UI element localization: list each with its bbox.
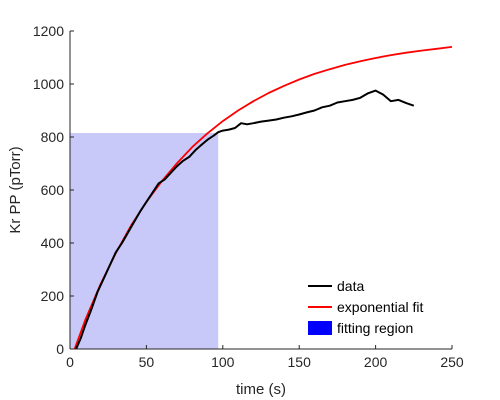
x-tick-label: 0 (66, 354, 74, 370)
x-tick-label: 50 (139, 354, 155, 370)
legend-swatch-fitting-region (308, 321, 332, 335)
x-tick-label: 100 (211, 354, 235, 370)
x-axis-label: time (s) (236, 381, 286, 398)
ticks-layer: 0 50 100 150 200 250 0 200 400 600 800 1000 1200 (33, 23, 464, 370)
y-tick-label: 1200 (33, 23, 64, 39)
legend-items: data exponential fit fitting region (308, 278, 424, 336)
y-tick-label: 400 (41, 235, 65, 251)
fitting-region (70, 133, 219, 349)
legend-label: data (337, 278, 364, 294)
series-line-data (75, 89, 415, 350)
y-tick-label: 800 (41, 129, 65, 145)
legend-label: exponential fit (337, 299, 424, 315)
x-tick-label: 250 (440, 354, 464, 370)
series-layer (73, 46, 453, 350)
legend-label: fitting region (337, 320, 413, 336)
x-tick-label: 200 (364, 354, 388, 370)
y-tick-label: 200 (41, 288, 65, 304)
x-tick-label: 150 (288, 354, 312, 370)
legend: data exponential fit fitting region (303, 273, 449, 341)
fitting-region-layer (70, 133, 219, 349)
y-tick-label: 0 (56, 341, 64, 357)
y-axis-label: Kr PP (pTorr) (7, 146, 24, 233)
y-tick-label: 1000 (33, 76, 64, 92)
y-tick-label: 600 (41, 182, 65, 198)
